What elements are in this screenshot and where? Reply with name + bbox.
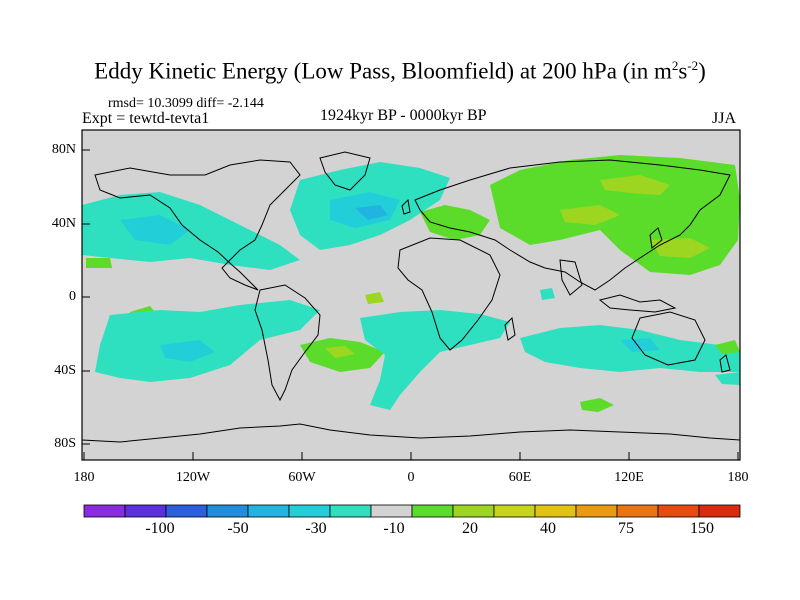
- colorbar-swatch: [616, 504, 659, 518]
- lat-label-0: 0: [69, 289, 76, 304]
- region-positive-asia-core: [600, 175, 670, 195]
- coast-south-america: [254, 284, 321, 402]
- coast-africa: [397, 237, 501, 351]
- coast-australia: [631, 311, 706, 366]
- period-label: 1924kyr BP - 0000kyr BP: [320, 107, 487, 124]
- region-negative-south-pacific-core: [160, 340, 215, 362]
- coast-madagascar: [504, 316, 516, 341]
- coast-north-america: [94, 159, 301, 291]
- colorbar-swatch: [329, 504, 372, 518]
- colorbar-swatch: [370, 504, 413, 518]
- region-positive-south-america-core: [325, 346, 355, 358]
- region-positive-small-atl: [365, 292, 384, 304]
- region-negative-south-atlantic: [360, 310, 510, 410]
- colorbar-swatch: [165, 504, 208, 518]
- colorbar-swatch: [493, 504, 536, 518]
- region-negative-south-pacific: [95, 300, 320, 382]
- colorbar-swatch: [575, 504, 618, 518]
- colorbar-swatch: [411, 504, 454, 518]
- coast-indonesia: [598, 294, 677, 313]
- lon-label-180e: 180: [727, 470, 749, 485]
- lat-label-80s: 80S: [54, 436, 76, 451]
- colorbar-swatch: [124, 504, 167, 518]
- colorbar-swatch: [452, 504, 495, 518]
- colorbar-swatch: [657, 504, 700, 518]
- region-positive-small-south2: [715, 340, 740, 354]
- coast-eurasia: [414, 159, 731, 291]
- anomaly-field: [82, 155, 740, 412]
- experiment-label: Expt = tewtd-tevta1: [82, 110, 210, 127]
- region-negative-indian-core: [620, 338, 660, 352]
- lon-label-60w: 60W: [288, 470, 316, 485]
- colorbar-swatch: [83, 504, 126, 518]
- lon-label-120e: 120E: [614, 470, 644, 485]
- colorbar-label: 20: [462, 520, 478, 537]
- region-positive-small-south: [580, 398, 614, 412]
- coast-india: [559, 259, 583, 296]
- chart-title: Eddy Kinetic Energy (Low Pass, Bloomfiel…: [94, 58, 706, 84]
- colorbar-label: 75: [618, 520, 634, 537]
- coast-antarctica: [82, 423, 740, 443]
- axis-ticks: [82, 149, 739, 460]
- coast-uk: [401, 198, 411, 215]
- coast-japan: [649, 227, 663, 249]
- colorbar-swatch: [534, 504, 577, 518]
- coastlines: [82, 151, 740, 443]
- region-positive-europe: [420, 205, 490, 240]
- colorbar: [83, 504, 741, 518]
- region-negative-small-south: [715, 372, 740, 385]
- colorbar-swatch: [288, 504, 331, 518]
- colorbar-swatch: [206, 504, 249, 518]
- colorbar-swatch: [247, 504, 290, 518]
- colorbar-label: -100: [145, 520, 175, 537]
- region-negative-small-1: [540, 288, 555, 300]
- colorbar-label: -30: [305, 520, 327, 537]
- coast-new-zealand: [719, 354, 731, 373]
- lon-label-0: 0: [407, 470, 415, 485]
- region-negative-atlantic-core2: [355, 205, 388, 220]
- lat-label-40s: 40S: [54, 363, 76, 378]
- colorbar-label: 150: [690, 520, 714, 537]
- coast-greenland: [319, 151, 371, 191]
- region-negative-pacific: [82, 192, 300, 270]
- stats-text: rmsd= 10.3099 diff= -2.144: [108, 96, 264, 111]
- lon-label-180w: 180: [73, 470, 95, 485]
- region-negative-pacific-core: [120, 215, 190, 245]
- region-positive-asia-core2: [560, 205, 620, 225]
- lon-label-120w: 120W: [175, 470, 211, 485]
- season-label: JJA: [712, 110, 737, 127]
- region-positive-small-pacific: [86, 258, 112, 268]
- lon-label-60e: 60E: [508, 470, 532, 485]
- lat-label-40n: 40N: [51, 216, 76, 231]
- colorbar-label: -50: [227, 520, 249, 537]
- colorbar-label: -10: [383, 520, 405, 537]
- colorbar-swatch: [698, 504, 741, 518]
- colorbar-label: 40: [540, 520, 556, 537]
- lat-label-80n: 80N: [51, 142, 76, 157]
